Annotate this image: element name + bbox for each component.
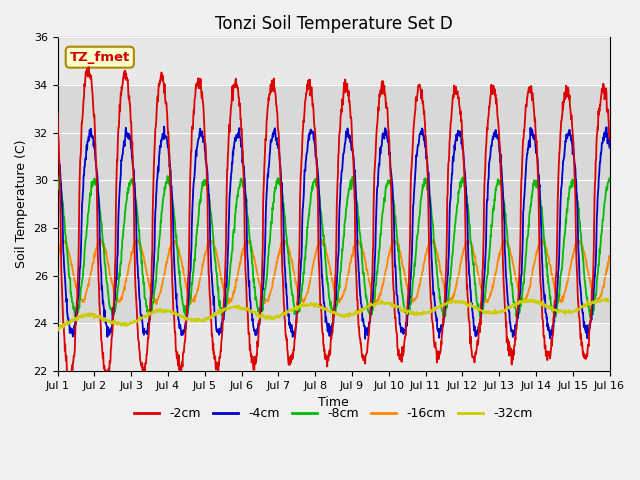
Bar — [58, 85, 609, 324]
X-axis label: Time: Time — [318, 396, 349, 409]
Title: Tonzi Soil Temperature Set D: Tonzi Soil Temperature Set D — [214, 15, 452, 33]
Text: TZ_fmet: TZ_fmet — [70, 51, 130, 64]
Y-axis label: Soil Temperature (C): Soil Temperature (C) — [15, 140, 28, 268]
Legend: -2cm, -4cm, -8cm, -16cm, -32cm: -2cm, -4cm, -8cm, -16cm, -32cm — [129, 402, 538, 425]
